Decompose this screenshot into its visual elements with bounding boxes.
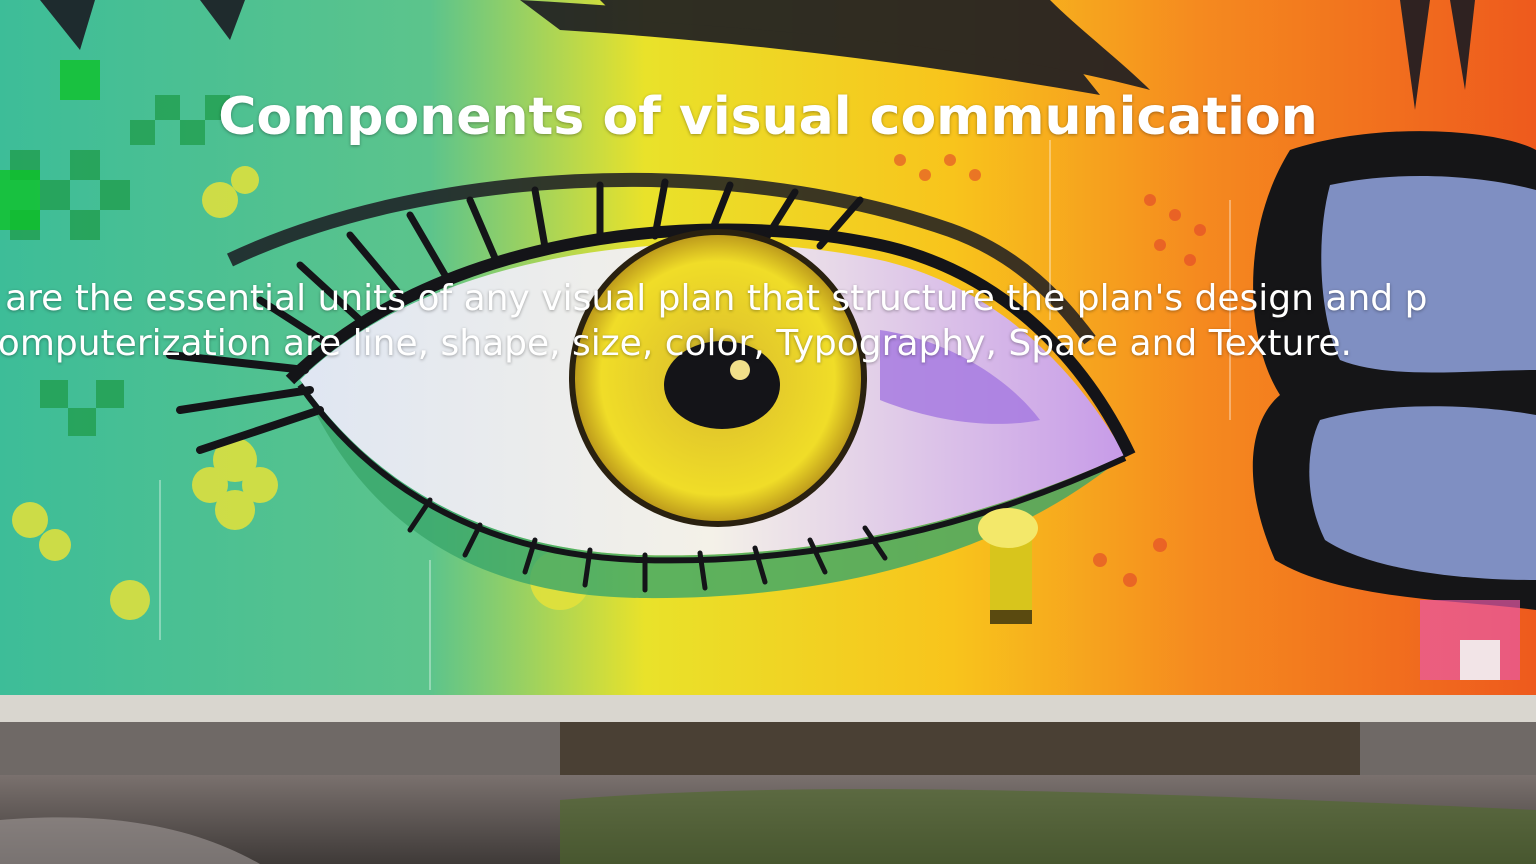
slide-body-line: computerization are line, shape, size, c… [0,323,1352,364]
slide-title: Components of visual communication [218,87,1318,147]
slide-body: hip are the essential units of any visua… [0,276,1536,366]
slide-body-line: hip are the essential units of any visua… [0,278,1428,319]
